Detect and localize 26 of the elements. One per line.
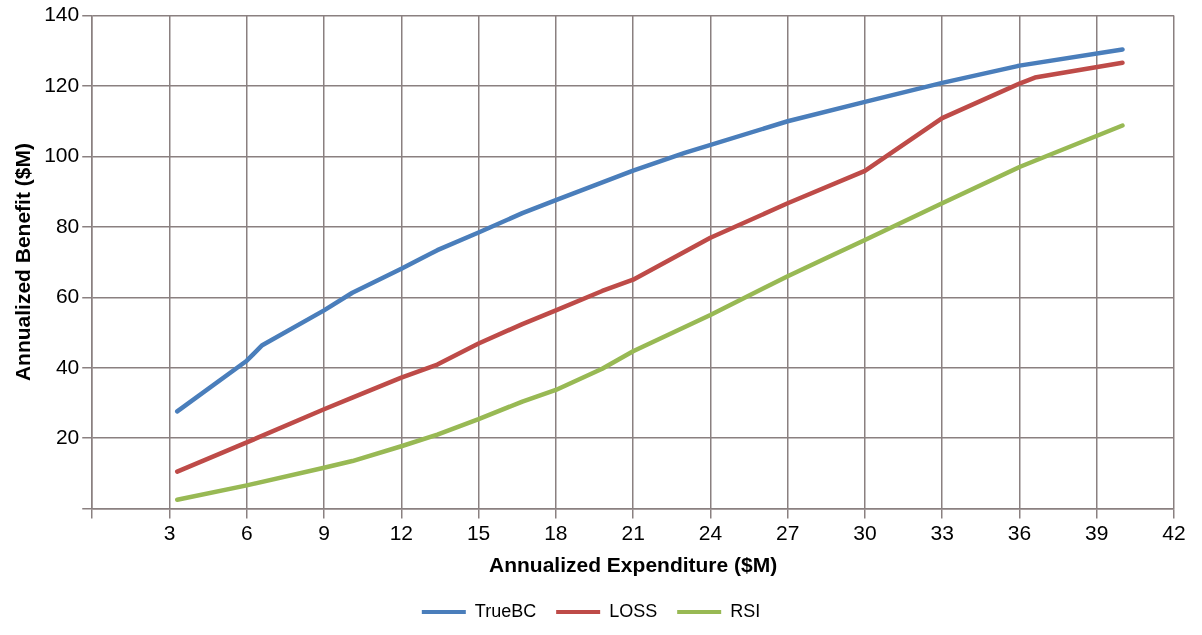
x-tick-label: 30 xyxy=(853,521,877,544)
x-tick-label: 15 xyxy=(466,521,491,544)
x-tick-label: 21 xyxy=(621,521,645,544)
x-tick-label: 33 xyxy=(930,521,954,544)
x-tick-label: 42 xyxy=(1162,521,1186,544)
x-tick-label: 24 xyxy=(698,521,723,544)
legend-label: LOSS xyxy=(609,600,658,621)
y-tick-label: 120 xyxy=(44,72,80,96)
x-tick-label: 39 xyxy=(1085,521,1109,544)
y-tick-label: 100 xyxy=(44,143,80,167)
y-tick-label: 60 xyxy=(55,284,80,308)
x-tick-label: 27 xyxy=(775,521,800,544)
legend-label: TrueBC xyxy=(474,600,537,621)
y-tick-label: 140 xyxy=(44,2,80,26)
legend-label: RSI xyxy=(730,600,761,621)
x-tick-label: 18 xyxy=(544,521,568,544)
y-tick-label: 20 xyxy=(55,424,80,448)
x-tick-label: 12 xyxy=(389,521,413,544)
x-axis-title: Annualized Expenditure ($M) xyxy=(489,553,778,577)
x-tick-label: 36 xyxy=(1007,521,1032,544)
x-tick-label: 6 xyxy=(240,521,253,544)
y-tick-label: 40 xyxy=(55,354,80,378)
x-tick-label: 9 xyxy=(318,521,330,544)
y-axis-title: Annualized Benefit ($M) xyxy=(11,143,35,382)
y-tick-label: 80 xyxy=(55,213,80,237)
x-tick-label: 3 xyxy=(163,521,176,544)
